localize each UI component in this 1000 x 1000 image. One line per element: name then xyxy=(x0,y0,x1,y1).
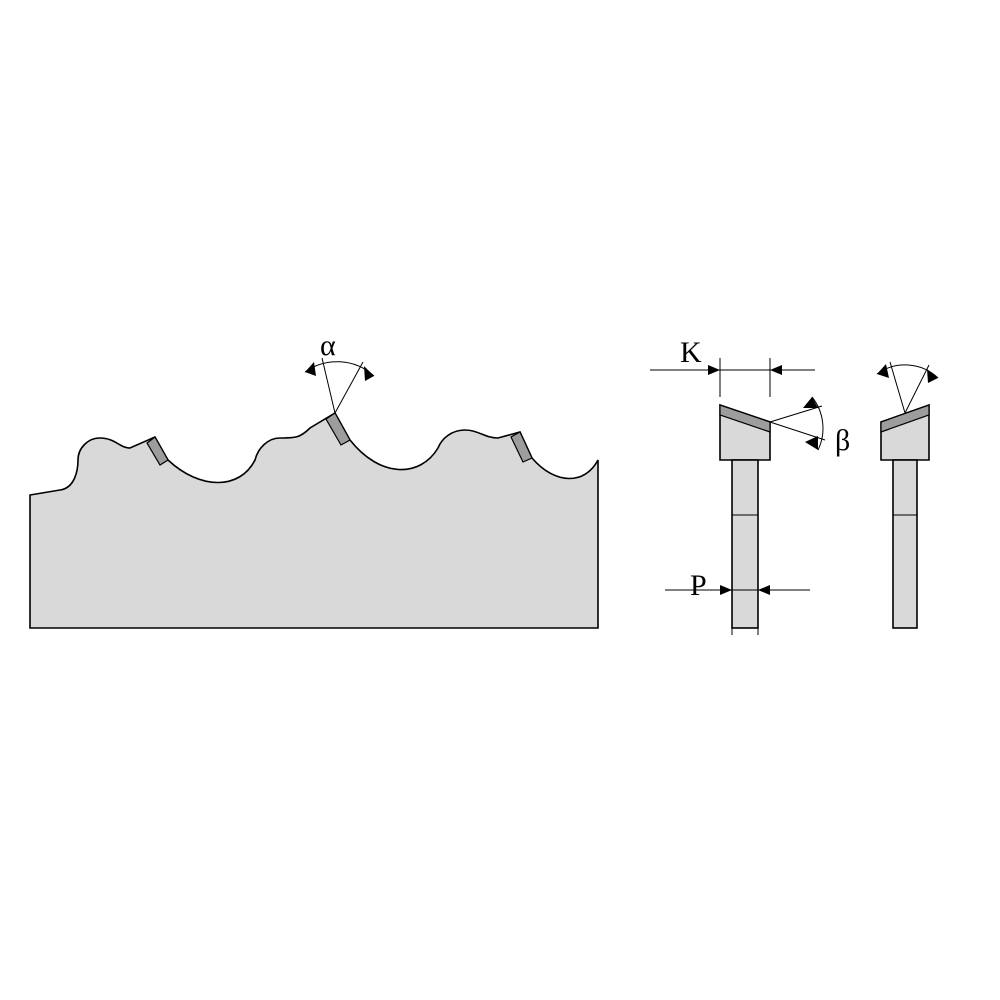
front-view-2 xyxy=(877,362,938,628)
K-label: K xyxy=(680,336,702,369)
alpha-label: α xyxy=(320,329,336,362)
beta-label: β xyxy=(835,424,850,457)
P-label: P xyxy=(690,569,707,602)
tooth-shank-1 xyxy=(732,460,758,628)
technical-diagram: α xyxy=(0,0,1000,1000)
alpha-angle-marker xyxy=(305,358,374,413)
K-dimension xyxy=(650,358,815,397)
tooth-shank-2 xyxy=(893,460,917,628)
saw-blade-profile xyxy=(30,413,598,628)
beta-arc-1 xyxy=(770,397,825,450)
front-view-1 xyxy=(650,358,825,635)
